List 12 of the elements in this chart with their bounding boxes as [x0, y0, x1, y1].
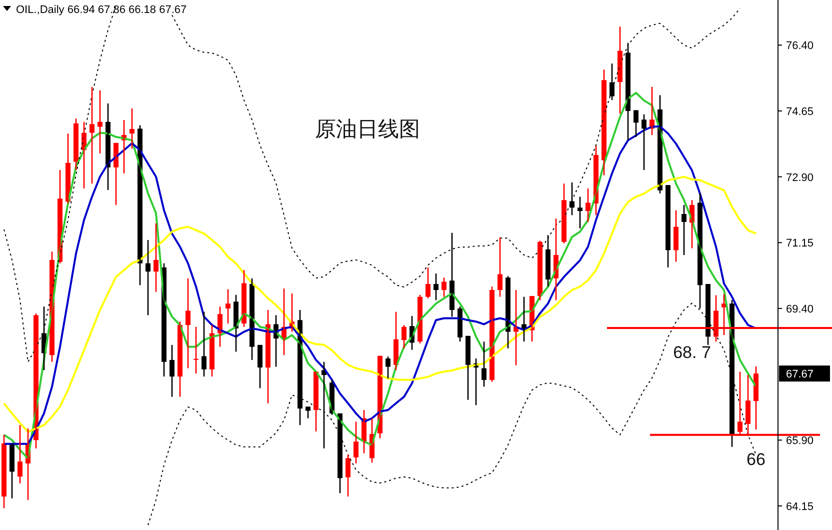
y-tick-label: 72.90 — [786, 172, 814, 184]
y-tick-label: 74.65 — [786, 106, 814, 118]
y-tick-label: 69.40 — [786, 303, 814, 316]
y-tick-label: 64.15 — [786, 500, 814, 513]
title: 原油日线图 — [315, 118, 420, 141]
y-tick-label: 76.40 — [786, 40, 814, 52]
subtitle: OIL.,Daily 66.94 67.86 66.18 67.67 — [16, 4, 187, 16]
annotation: 67.67 — [786, 368, 814, 381]
annotation: 68. 7 — [673, 343, 711, 362]
y-tick-label: 71.15 — [786, 238, 814, 250]
annotation: 66 — [746, 450, 766, 469]
y-tick-label: 65.90 — [786, 435, 814, 448]
